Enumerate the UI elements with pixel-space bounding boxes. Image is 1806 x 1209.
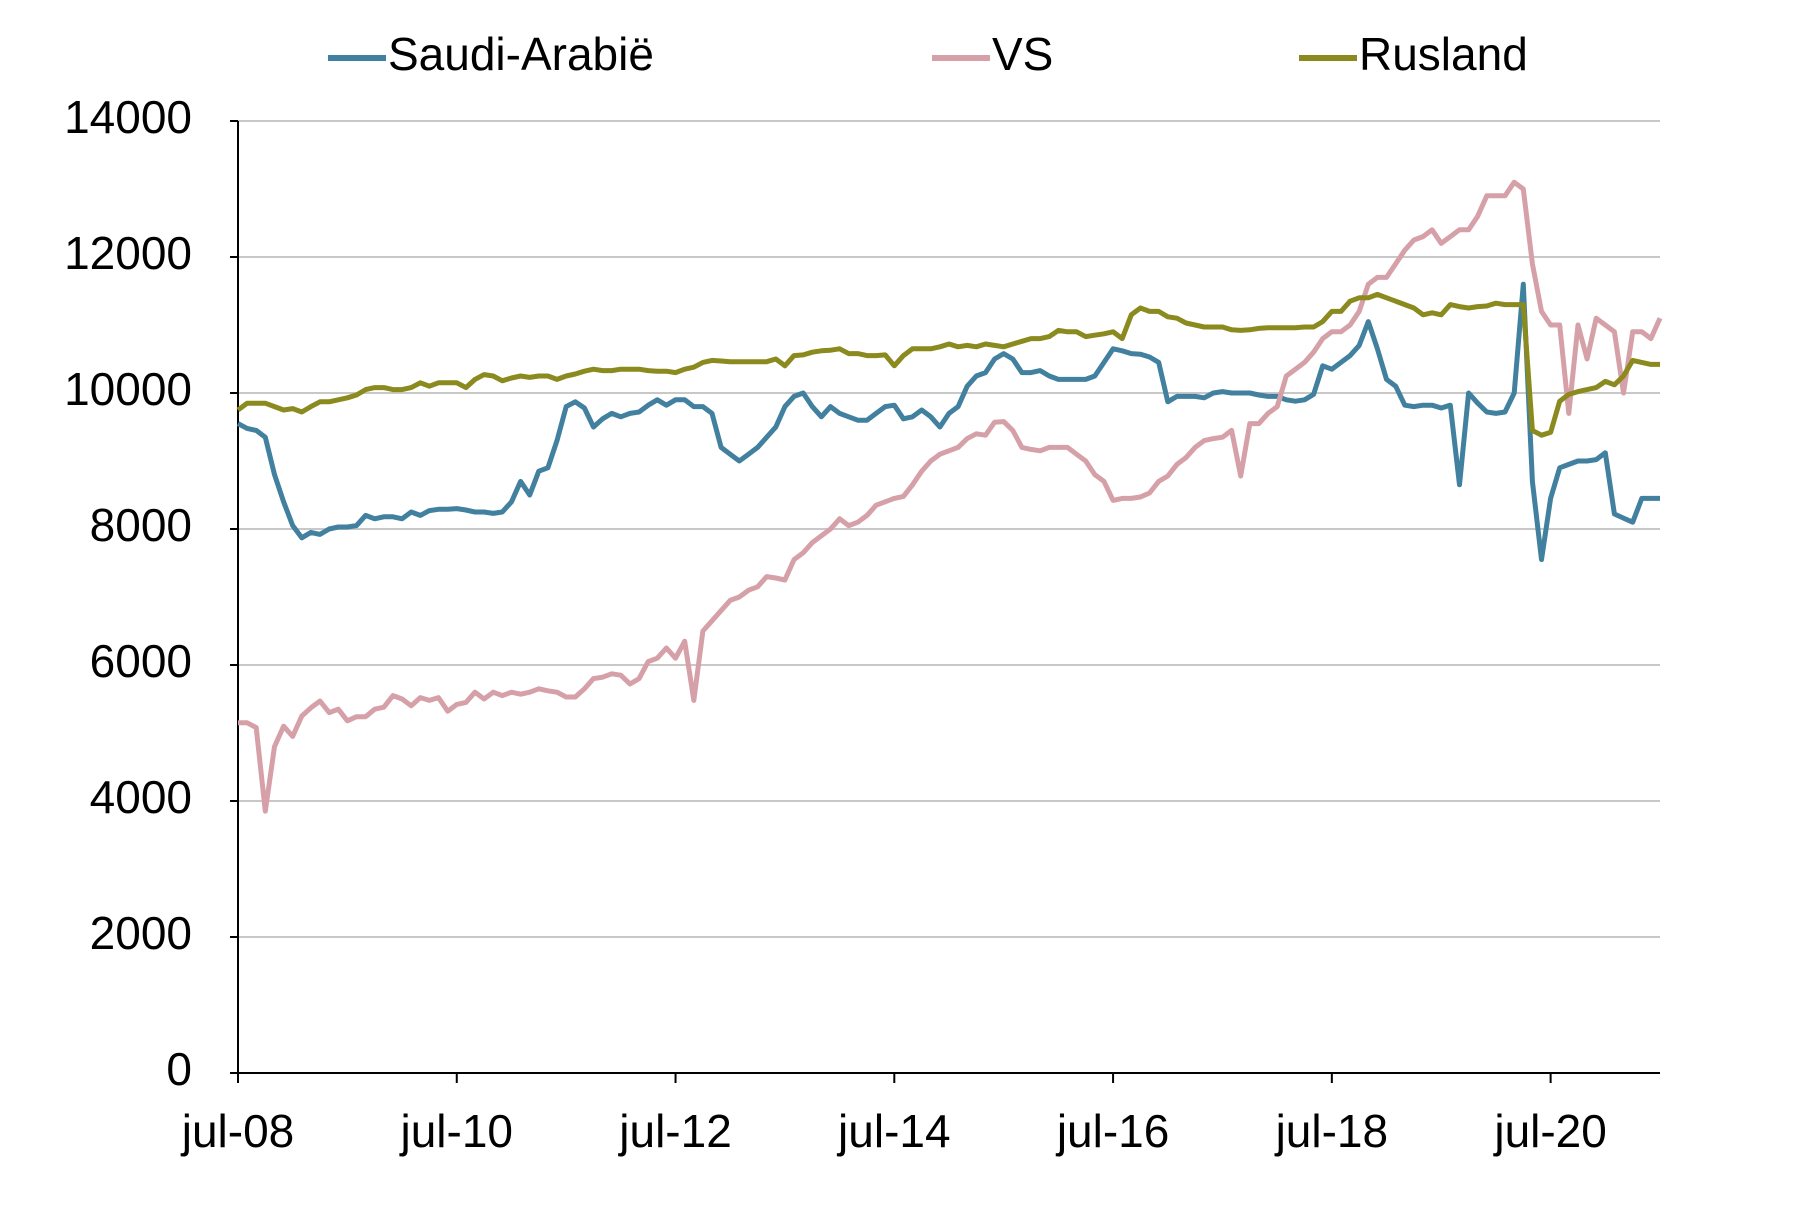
y-tick-label: 6000 [90, 635, 192, 687]
y-tick-label: 0 [166, 1043, 192, 1095]
x-tick-label: jul-14 [836, 1105, 951, 1157]
y-tick-label: 2000 [90, 907, 192, 959]
series-line [236, 291, 1660, 438]
y-tick-label: 10000 [64, 363, 192, 415]
x-tick-label: jul-16 [1055, 1105, 1170, 1157]
x-tick-label: jul-20 [1492, 1105, 1607, 1157]
series-line [236, 281, 1660, 563]
y-tick-label: 12000 [64, 227, 192, 279]
y-tick-label: 8000 [90, 499, 192, 551]
x-tick-label: jul-10 [399, 1105, 514, 1157]
legend-label: Rusland [1359, 28, 1528, 80]
x-tick-label: jul-08 [180, 1105, 295, 1157]
series-line [238, 179, 1663, 814]
x-tick-label: jul-12 [617, 1105, 732, 1157]
x-tick-label: jul-18 [1274, 1105, 1389, 1157]
legend-label: Saudi-Arabië [388, 28, 654, 80]
legend-label: VS [992, 28, 1053, 80]
y-tick-label: 4000 [90, 771, 192, 823]
y-tick-label: 14000 [64, 91, 192, 143]
